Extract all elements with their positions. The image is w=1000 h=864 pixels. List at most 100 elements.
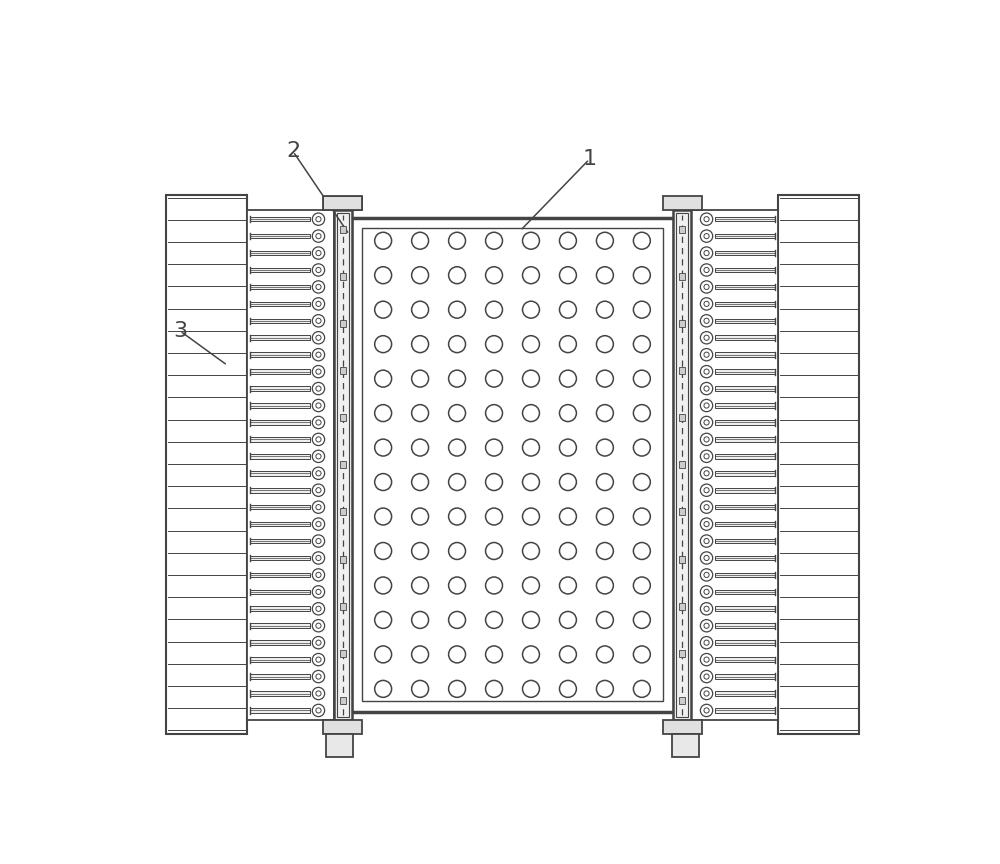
Circle shape <box>312 230 325 242</box>
Bar <box>250 471 310 475</box>
Bar <box>340 367 346 374</box>
Circle shape <box>700 264 713 276</box>
Bar <box>715 420 775 425</box>
Bar <box>250 217 310 221</box>
Bar <box>250 234 310 238</box>
Circle shape <box>700 433 713 446</box>
Bar <box>340 603 346 610</box>
Circle shape <box>700 399 713 411</box>
Circle shape <box>700 348 713 361</box>
Bar <box>715 674 775 679</box>
Bar <box>250 251 310 256</box>
Bar <box>715 708 775 713</box>
Circle shape <box>700 535 713 547</box>
Circle shape <box>700 637 713 649</box>
Bar <box>166 194 247 734</box>
Circle shape <box>700 213 713 226</box>
Bar <box>250 353 310 357</box>
Bar <box>250 691 310 696</box>
Circle shape <box>312 450 325 462</box>
Bar <box>715 640 775 645</box>
Bar <box>715 607 775 611</box>
Circle shape <box>312 518 325 530</box>
Bar <box>250 573 310 577</box>
Circle shape <box>700 298 713 310</box>
Bar <box>326 734 353 757</box>
Bar <box>691 210 778 720</box>
Bar <box>715 251 775 256</box>
Bar <box>715 589 775 594</box>
Circle shape <box>700 518 713 530</box>
Circle shape <box>312 467 325 480</box>
Bar <box>340 697 346 704</box>
Bar <box>715 658 775 662</box>
Circle shape <box>700 688 713 700</box>
Circle shape <box>700 619 713 632</box>
Bar <box>250 403 310 408</box>
Bar <box>340 556 346 562</box>
Bar <box>715 302 775 306</box>
Circle shape <box>700 450 713 462</box>
Circle shape <box>312 281 325 293</box>
Circle shape <box>700 365 713 378</box>
Circle shape <box>312 399 325 411</box>
Bar <box>250 420 310 425</box>
Bar <box>250 319 310 323</box>
Circle shape <box>312 433 325 446</box>
Bar <box>715 471 775 475</box>
Bar <box>340 650 346 657</box>
Bar <box>715 505 775 510</box>
Bar <box>340 273 346 280</box>
Bar <box>715 268 775 272</box>
Circle shape <box>312 552 325 564</box>
Bar <box>250 607 310 611</box>
Circle shape <box>700 484 713 497</box>
Circle shape <box>700 467 713 480</box>
Bar <box>340 226 346 232</box>
Bar <box>715 403 775 408</box>
Text: 3: 3 <box>173 321 187 340</box>
Circle shape <box>700 383 713 395</box>
Circle shape <box>312 704 325 716</box>
Bar <box>250 658 310 662</box>
Circle shape <box>700 501 713 513</box>
Circle shape <box>312 603 325 615</box>
Bar <box>250 437 310 442</box>
Bar <box>679 461 685 468</box>
Circle shape <box>312 365 325 378</box>
Bar <box>679 226 685 232</box>
Circle shape <box>700 281 713 293</box>
Bar <box>250 674 310 679</box>
Bar <box>250 454 310 459</box>
Circle shape <box>700 603 713 615</box>
Circle shape <box>312 637 325 649</box>
Bar <box>715 539 775 543</box>
Bar <box>250 268 310 272</box>
Circle shape <box>700 569 713 581</box>
Bar <box>715 624 775 628</box>
Circle shape <box>312 383 325 395</box>
Bar <box>250 556 310 560</box>
Bar <box>250 369 310 374</box>
Circle shape <box>312 416 325 429</box>
Circle shape <box>700 314 713 327</box>
Bar <box>679 697 685 704</box>
Circle shape <box>312 535 325 547</box>
Circle shape <box>312 484 325 497</box>
Bar <box>250 284 310 289</box>
Bar <box>323 196 362 210</box>
Bar <box>340 414 346 421</box>
Bar <box>250 708 310 713</box>
Bar <box>715 488 775 492</box>
Circle shape <box>312 314 325 327</box>
Circle shape <box>700 670 713 683</box>
Circle shape <box>700 704 713 716</box>
Bar <box>250 335 310 340</box>
Bar <box>250 589 310 594</box>
Bar <box>679 509 685 516</box>
Circle shape <box>700 586 713 598</box>
Bar <box>679 603 685 610</box>
Bar <box>323 720 362 734</box>
Bar <box>351 218 674 712</box>
Bar <box>250 488 310 492</box>
